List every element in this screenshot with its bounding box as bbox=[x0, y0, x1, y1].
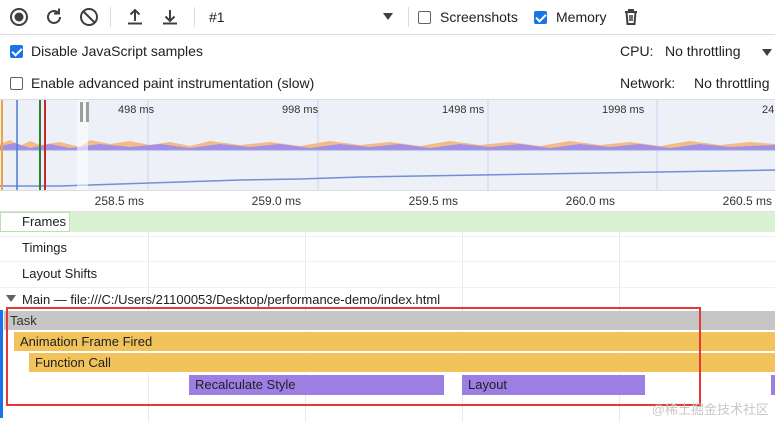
highlight-box bbox=[6, 307, 701, 406]
upload-icon[interactable] bbox=[124, 6, 146, 28]
timings-track-label[interactable]: Timings bbox=[22, 240, 68, 255]
watermark: @稀土掘金技术社区 bbox=[651, 402, 769, 417]
overview-tick-label: 498 ms bbox=[118, 104, 155, 116]
network-throttling-select[interactable]: No throttling bbox=[694, 75, 770, 91]
flame-entry-label: Function Call bbox=[35, 355, 111, 370]
flame-entry-label: Recalculate Style bbox=[195, 377, 296, 392]
frame-block[interactable] bbox=[0, 212, 70, 232]
ruler-tick-label: 260.5 ms bbox=[722, 194, 772, 208]
track-selection-indicator bbox=[0, 310, 3, 418]
memory-label: Memory bbox=[556, 9, 607, 25]
main-thread-track-label[interactable]: Main — file:///C:/Users/21100053/Desktop… bbox=[22, 292, 441, 307]
toolbar-separator bbox=[110, 7, 111, 27]
overview-chart bbox=[0, 100, 775, 190]
advanced-paint-label: Enable advanced paint instrumentation (s… bbox=[31, 75, 315, 91]
screenshots-checkbox[interactable] bbox=[418, 11, 431, 24]
chevron-down-icon[interactable] bbox=[383, 13, 393, 21]
flame-entry-label: Animation Frame Fired bbox=[20, 334, 153, 349]
grid-line bbox=[305, 191, 306, 422]
flame-entry-animation-frame[interactable]: Animation Frame Fired bbox=[14, 332, 775, 352]
advanced-paint-checkbox[interactable] bbox=[10, 77, 23, 90]
track-divider bbox=[0, 287, 775, 288]
grid-line bbox=[462, 191, 463, 422]
timeline-overview[interactable]: 498 ms 998 ms 1498 ms 1998 ms 24 bbox=[0, 100, 775, 191]
flame-entry-label: Task bbox=[10, 313, 37, 328]
flame-entry-recalculate-style[interactable]: Recalculate Style bbox=[189, 375, 445, 395]
record-icon[interactable] bbox=[8, 6, 30, 28]
cpu-throttling-select[interactable]: No throttling bbox=[665, 43, 741, 59]
clear-icon[interactable] bbox=[78, 6, 100, 28]
overview-tick-label: 1498 ms bbox=[442, 104, 485, 116]
network-label: Network: bbox=[620, 75, 676, 91]
overview-tick-label: 998 ms bbox=[282, 104, 319, 116]
disable-js-samples-label: Disable JavaScript samples bbox=[31, 43, 203, 59]
frames-track[interactable] bbox=[0, 212, 775, 232]
screenshots-label: Screenshots bbox=[440, 9, 518, 25]
layout-shifts-track-label[interactable]: Layout Shifts bbox=[22, 266, 98, 281]
frames-track-label: Frames bbox=[22, 214, 67, 229]
overview-tick-label: 24 bbox=[762, 104, 775, 116]
flame-entry-label: Layout bbox=[468, 377, 508, 392]
disable-js-samples-checkbox[interactable] bbox=[10, 45, 23, 58]
grid-line bbox=[619, 191, 620, 422]
ruler-tick-label: 260.0 ms bbox=[565, 194, 615, 208]
flame-entry-task[interactable]: Task bbox=[4, 311, 775, 331]
toolbar: #1 Screenshots Memory bbox=[0, 0, 775, 35]
toolbar-separator bbox=[194, 7, 195, 27]
reload-icon[interactable] bbox=[43, 6, 65, 28]
profile-select[interactable]: #1 bbox=[209, 9, 225, 25]
track-divider bbox=[0, 261, 775, 262]
capture-settings: Disable JavaScript samples CPU: No throt… bbox=[0, 35, 775, 100]
flame-entry-layout[interactable]: Layout bbox=[462, 375, 646, 395]
flame-entry-function-call[interactable]: Function Call bbox=[29, 353, 775, 373]
chevron-down-icon[interactable] bbox=[762, 49, 772, 57]
grid-line bbox=[148, 191, 149, 422]
overview-tick-label: 1998 ms bbox=[602, 104, 645, 116]
toolbar-separator bbox=[408, 7, 409, 27]
cpu-label: CPU: bbox=[620, 43, 654, 59]
expand-triangle-icon[interactable] bbox=[6, 295, 16, 303]
ruler-tick-label: 259.5 ms bbox=[408, 194, 458, 208]
ruler-tick-label: 258.5 ms bbox=[94, 194, 144, 208]
ruler-tick-label: 259.0 ms bbox=[251, 194, 301, 208]
time-ruler: 258.5 ms 259.0 ms 259.5 ms 260.0 ms 260.… bbox=[0, 191, 775, 212]
download-icon[interactable] bbox=[159, 6, 181, 28]
track-divider bbox=[0, 236, 775, 237]
memory-checkbox[interactable] bbox=[534, 11, 547, 24]
flame-entry[interactable] bbox=[771, 375, 775, 395]
trash-icon[interactable] bbox=[620, 6, 642, 28]
